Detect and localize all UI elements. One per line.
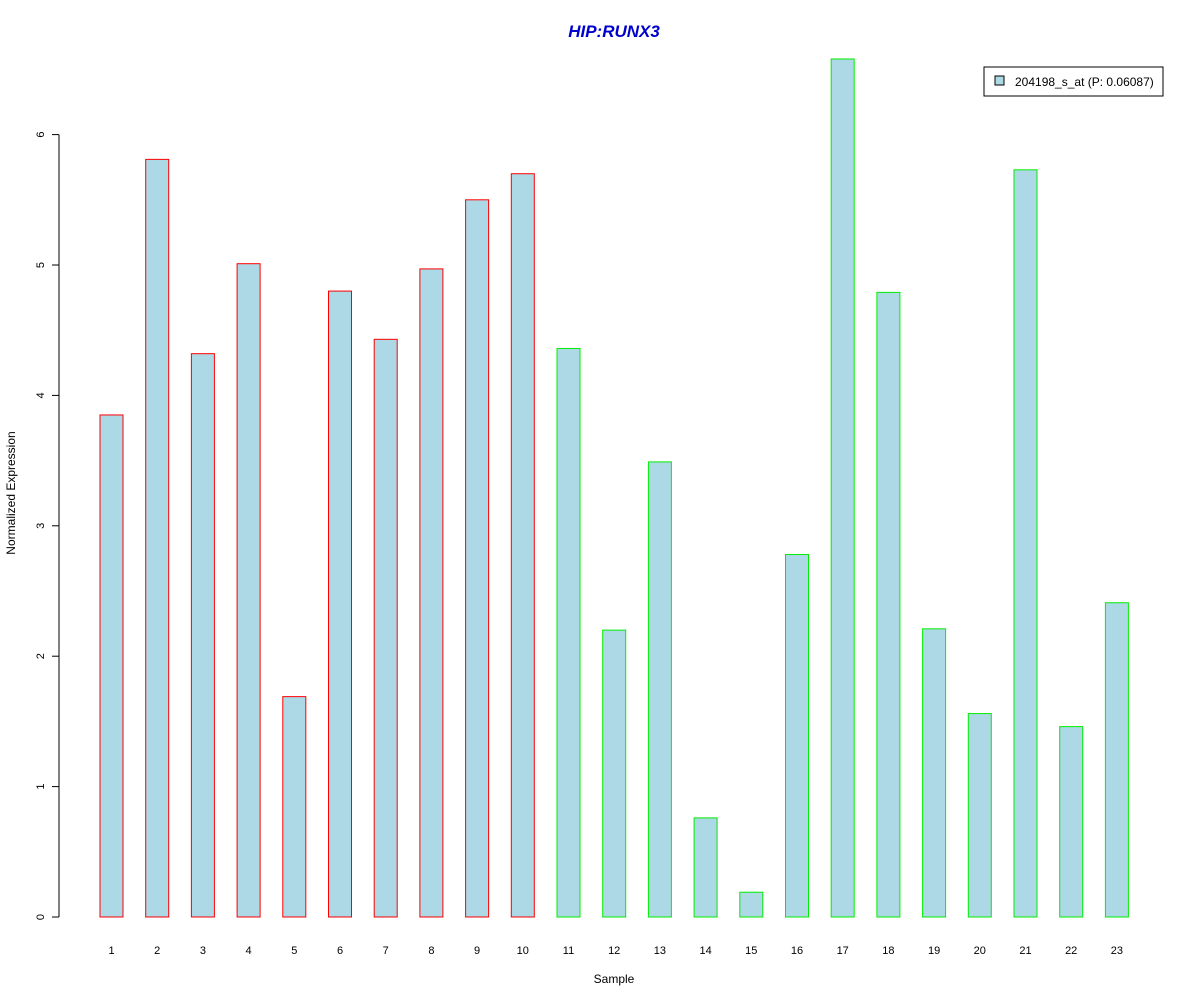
x-tick-label: 23 [1111,945,1123,957]
x-tick-label: 15 [745,945,757,957]
bar-sample-9 [465,199,490,918]
x-tick-label: 19 [928,945,940,957]
y-tick-label: 6 [35,132,47,138]
bar-sample-4 [236,263,261,918]
x-tick-label: 18 [882,945,894,957]
x-axis-label: Sample [594,972,635,986]
y-axis: 0 1 2 3 4 5 6 [35,132,60,920]
x-tick-label: 17 [837,945,849,957]
legend-box [983,66,1164,97]
x-tick-label: 4 [246,945,252,957]
bar-sample-19 [922,628,947,918]
bar-sample-2 [145,158,170,918]
y-tick-label: 1 [35,784,47,790]
bar-sample-3 [190,353,215,918]
bar-sample-15 [739,891,764,918]
x-tick-label: 1 [108,945,114,957]
x-tick-label: 10 [517,945,529,957]
bar-sample-17 [830,58,855,918]
x-tick-label: 14 [699,945,711,957]
y-tick-label: 2 [35,653,47,659]
bar-sample-5 [282,696,307,918]
x-tick-label: 21 [1019,945,1031,957]
x-tick-label: 13 [654,945,666,957]
bar-sample-23 [1104,602,1129,918]
x-tick-label: 9 [474,945,480,957]
bar-sample-10 [510,173,535,918]
bar-sample-8 [419,268,444,918]
bar-sample-6 [328,290,352,918]
x-tick-label: 8 [428,945,434,957]
x-tick-label: 20 [974,945,986,957]
bar-sample-14 [693,817,718,918]
bar-sample-20 [967,713,992,918]
chart-title: HIP:RUNX3 [568,22,660,41]
y-axis-label: Normalized Expression [4,431,18,554]
x-tick-label: 22 [1065,945,1077,957]
x-tick-label: 5 [291,945,297,957]
bar-sample-16 [785,553,809,918]
x-axis-ticks: 1 2 3 4 5 6 7 8 9 10 11 12 13 14 15 16 17 18 19 20 21 22 23 [108,945,1123,957]
bar-sample-7 [373,338,398,918]
bar-sample-21 [1013,169,1038,918]
x-tick-label: 3 [200,945,206,957]
x-tick-label: 16 [791,945,803,957]
legend-swatch [994,75,1005,86]
bars [99,58,1129,918]
y-tick-label: 0 [35,914,47,920]
x-tick-label: 7 [383,945,389,957]
bar-sample-1 [99,414,124,918]
y-tick-label: 5 [35,262,47,268]
y-tick-label: 3 [35,523,47,529]
legend-label: 204198_s_at (P: 0.06087) [1015,75,1154,89]
x-tick-label: 12 [608,945,620,957]
x-tick-label: 6 [337,945,343,957]
legend: 204198_s_at (P: 0.06087) [983,66,1164,97]
y-tick-label: 4 [35,392,47,398]
bar-sample-22 [1059,726,1084,918]
x-tick-label: 2 [154,945,160,957]
bar-sample-13 [647,461,672,918]
bar-sample-11 [556,347,581,918]
x-tick-label: 11 [563,945,574,957]
bar-sample-18 [876,291,901,918]
bar-sample-12 [602,629,627,918]
